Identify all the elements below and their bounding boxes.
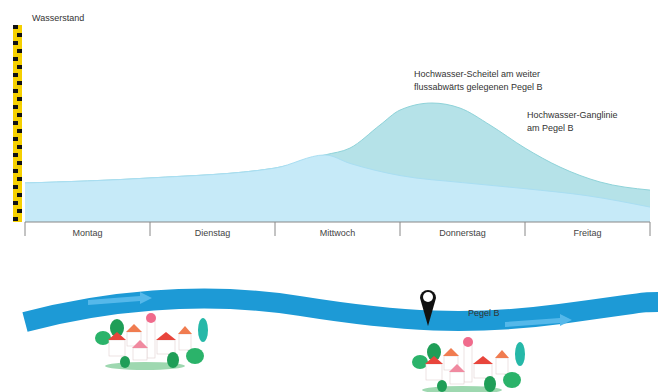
svg-text:Mittwoch: Mittwoch — [320, 228, 356, 238]
svg-text:Pegel B: Pegel B — [468, 308, 500, 318]
html-text:Hochwasser-Scheitel am weiter: Hochwasser-Scheitel am weiter flussabwär… — [414, 69, 543, 92]
svg-text:Dienstag: Dienstag — [195, 228, 231, 238]
html-text:Wasserstand: Wasserstand — [32, 13, 85, 23]
svg-text:Donnerstag: Donnerstag — [439, 228, 486, 238]
html-text:Hochwasser-Ganglinie am Pegel: Hochwasser-Ganglinie am Pegel B — [527, 110, 618, 133]
svg-text:Montag: Montag — [72, 228, 102, 238]
svg-text:Freitag: Freitag — [573, 228, 601, 238]
